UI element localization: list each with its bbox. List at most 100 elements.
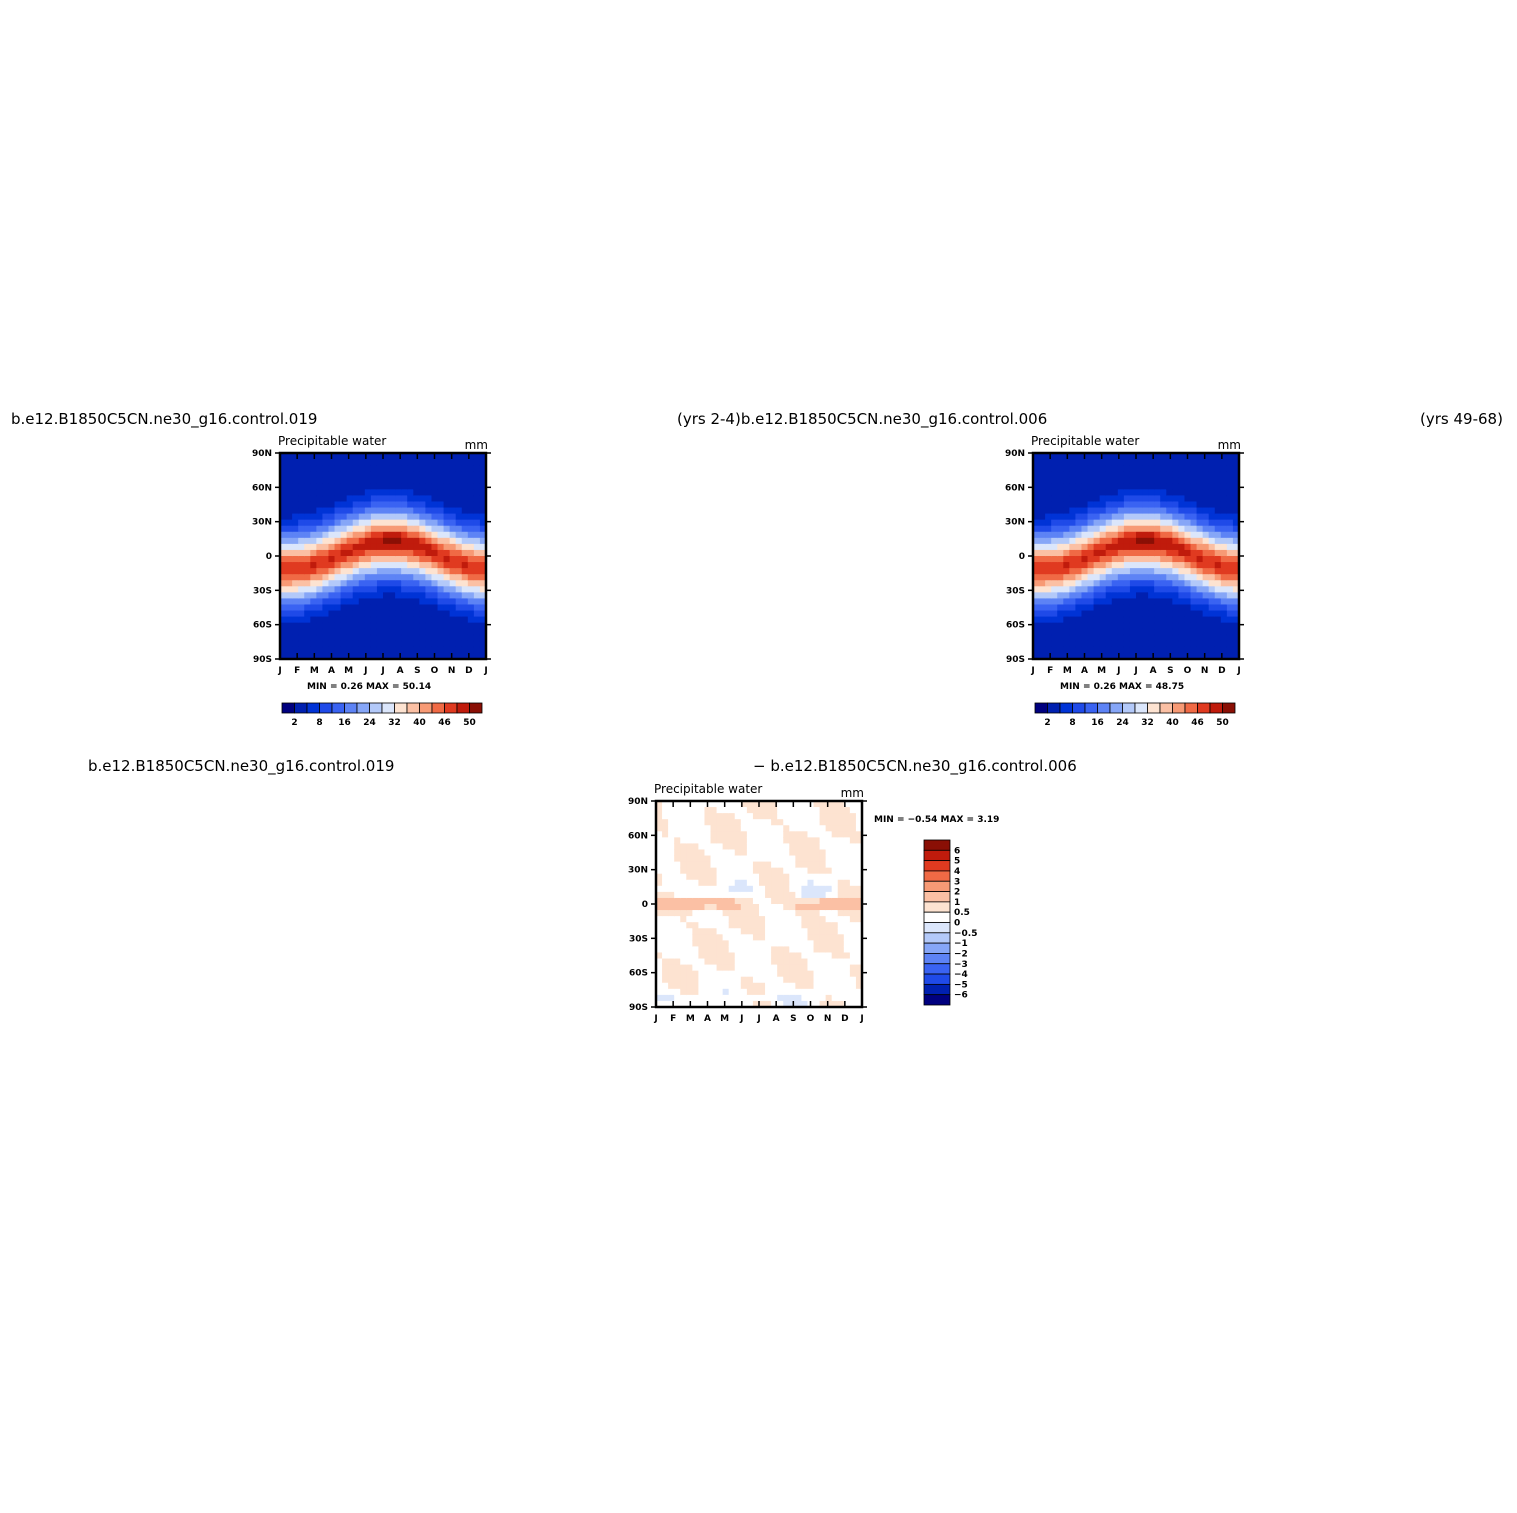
field-cell xyxy=(413,586,420,593)
field-cell xyxy=(1099,537,1107,545)
field-cell xyxy=(1117,586,1125,593)
field-cell xyxy=(710,801,718,808)
field-cell xyxy=(759,922,766,929)
field-cell xyxy=(1063,586,1070,593)
field-cell xyxy=(1154,513,1161,521)
field-cell xyxy=(1196,477,1204,484)
field-cell xyxy=(316,640,324,648)
field-cell xyxy=(437,489,445,497)
field-cell xyxy=(777,988,784,996)
field-cell xyxy=(1142,616,1149,624)
field-cell xyxy=(1184,513,1192,521)
field-cell xyxy=(376,489,384,497)
field-cell xyxy=(1099,568,1107,575)
field-cell xyxy=(298,471,305,478)
field-cell xyxy=(843,891,851,899)
field-cell xyxy=(1069,501,1077,509)
field-cell xyxy=(473,495,481,503)
field-cell xyxy=(413,525,420,533)
field-cell xyxy=(346,507,354,515)
field-cell xyxy=(837,813,845,820)
field-cell xyxy=(740,970,748,978)
field-cell xyxy=(807,958,815,966)
field-cell xyxy=(455,489,463,497)
field-cell xyxy=(686,849,693,857)
field-cell xyxy=(280,616,287,624)
field-cell xyxy=(280,568,287,575)
field-cell xyxy=(473,513,481,521)
field-cell xyxy=(662,867,669,875)
field-cell xyxy=(831,861,839,869)
field-cell xyxy=(692,849,700,857)
field-cell xyxy=(698,982,706,990)
field-cell xyxy=(1136,586,1143,593)
field-cell xyxy=(686,861,693,869)
field-cell xyxy=(304,598,311,606)
field-cell xyxy=(401,549,408,557)
field-cell xyxy=(1075,586,1083,593)
field-cell xyxy=(740,940,748,948)
field-cell xyxy=(352,556,360,563)
field-cell xyxy=(704,934,712,941)
field-cell xyxy=(461,549,469,557)
field-cell xyxy=(765,891,772,899)
field-cell xyxy=(1123,489,1131,497)
field-cell xyxy=(310,568,317,575)
field-cell xyxy=(710,855,718,863)
field-cell xyxy=(437,592,445,600)
field-cell xyxy=(710,970,718,978)
field-cell xyxy=(1160,568,1167,575)
field-cell xyxy=(1105,465,1113,472)
field-cell xyxy=(777,904,784,911)
field-cell xyxy=(1172,586,1180,593)
field-cell xyxy=(1232,604,1240,612)
field-cell xyxy=(461,525,469,533)
field-cell xyxy=(1208,501,1216,509)
field-cell xyxy=(413,543,420,551)
title-top-left: b.e12.B1850C5CN.ne30_g16.control.019 xyxy=(11,410,318,428)
field-cell xyxy=(352,465,360,472)
field-cell xyxy=(358,471,366,478)
field-cell xyxy=(1051,465,1058,472)
field-cell xyxy=(280,634,287,642)
field-cell xyxy=(692,976,700,984)
x-tick-label: O xyxy=(431,666,439,676)
field-cell xyxy=(759,801,766,808)
y-tick-label: 30S xyxy=(1006,586,1025,596)
x-tick-label: M xyxy=(1097,666,1106,676)
field-cell xyxy=(340,598,348,606)
field-cell xyxy=(340,459,348,466)
field-cell xyxy=(1081,513,1089,521)
field-cell xyxy=(855,819,863,826)
field-cell xyxy=(479,580,487,587)
field-cell xyxy=(1172,459,1180,466)
field-cell xyxy=(710,994,718,1002)
x-tick-label: M xyxy=(720,1014,729,1024)
field-cell xyxy=(777,946,784,954)
field-cell xyxy=(710,976,718,984)
field-cell xyxy=(1039,652,1046,660)
field-cell xyxy=(443,562,451,569)
field-cell xyxy=(479,495,487,503)
field-cell xyxy=(771,813,778,820)
field-cell xyxy=(316,483,324,490)
field-cell xyxy=(1051,501,1058,509)
field-cell xyxy=(1172,652,1180,660)
field-cell xyxy=(656,807,663,814)
field-cell xyxy=(668,964,675,972)
x-tick-label: D xyxy=(841,1014,848,1024)
field-cell xyxy=(801,885,809,893)
field-cell xyxy=(771,891,778,899)
field-cell xyxy=(1148,549,1155,557)
field-cell xyxy=(358,525,366,533)
field-cell xyxy=(680,855,687,863)
field-cell xyxy=(1226,501,1234,509)
colorbar-swatch xyxy=(369,702,383,714)
field-cell xyxy=(686,946,693,954)
field-cell xyxy=(1039,622,1046,630)
field-cell xyxy=(1226,634,1234,642)
field-cell xyxy=(1154,610,1161,618)
field-cell xyxy=(1111,489,1119,497)
field-cell xyxy=(722,831,730,838)
field-cell xyxy=(674,837,681,845)
